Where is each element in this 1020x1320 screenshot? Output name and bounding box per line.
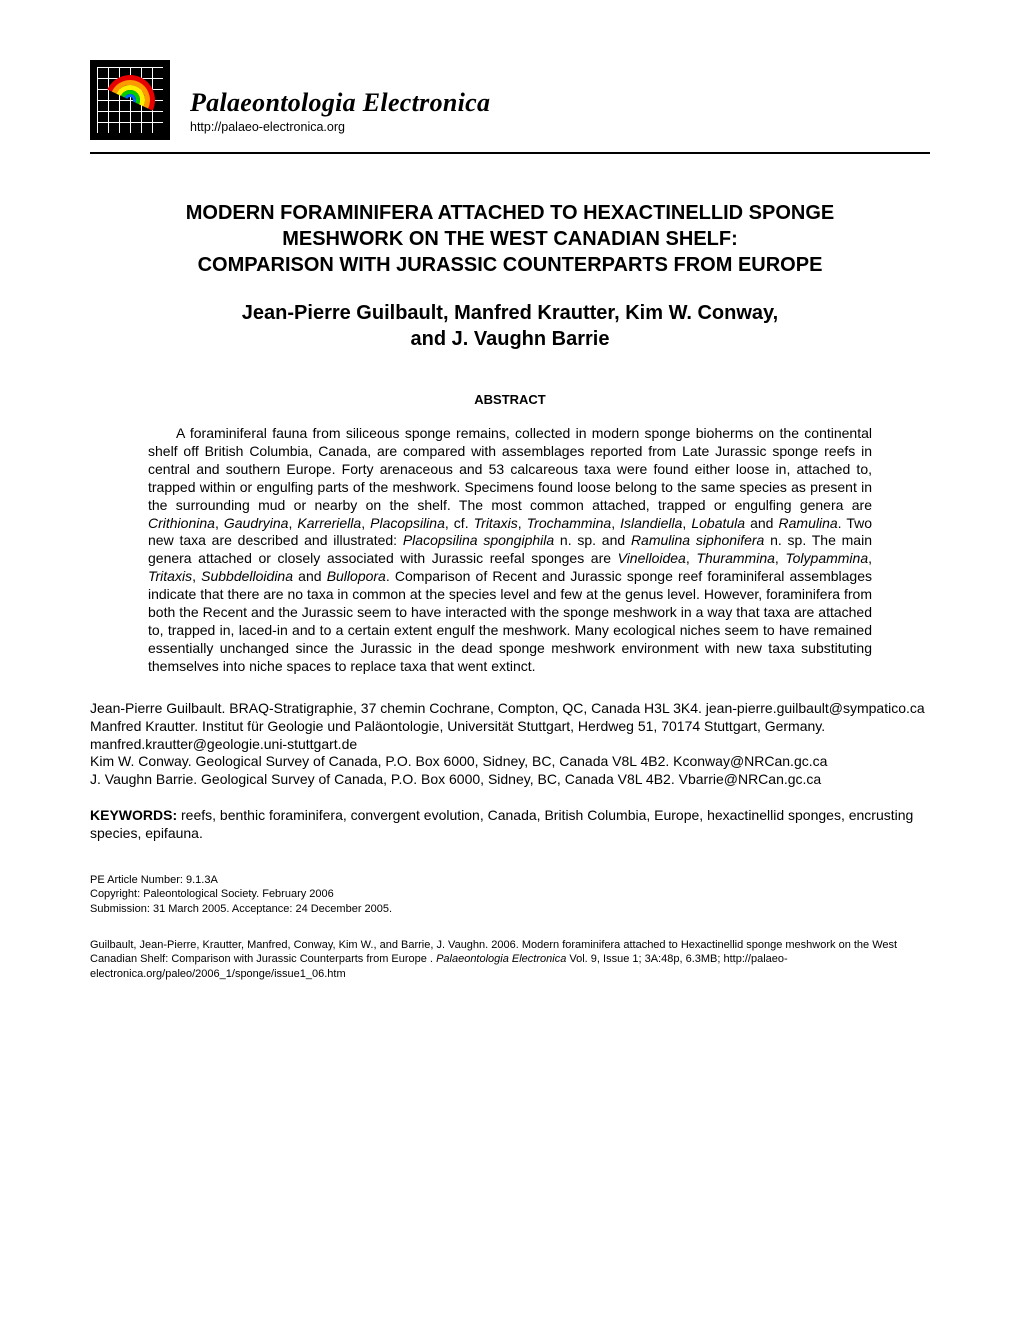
authors-line: Jean-Pierre Guilbault, Manfred Krautter,…	[90, 300, 930, 326]
taxon-name: Placopsilina spongiphila	[403, 532, 554, 548]
citation-journal: Palaeontologia Electronica	[436, 953, 566, 965]
article-meta: PE Article Number: 9.1.3A Copyright: Pal…	[90, 873, 930, 916]
affiliation: J. Vaughn Barrie. Geological Survey of C…	[90, 771, 930, 789]
author-affiliations: Jean-Pierre Guilbault. BRAQ-Stratigraphi…	[90, 700, 930, 790]
taxon-name: Bullopora	[327, 568, 386, 584]
meta-line: Submission: 31 March 2005. Acceptance: 2…	[90, 902, 930, 916]
citation-block: Guilbault, Jean-Pierre, Krautter, Manfre…	[90, 938, 930, 981]
taxon-name: Ramulina	[779, 515, 838, 531]
taxon-name: Vinelloidea	[618, 550, 686, 566]
journal-url: http://palaeo-electronica.org	[190, 120, 490, 134]
taxon-name: Crithionina	[148, 515, 215, 531]
taxon-name: Tritaxis	[148, 568, 192, 584]
taxon-name: Subbdelloidina	[201, 568, 293, 584]
taxon-name: Trochammina	[527, 515, 612, 531]
taxon-name: Tritaxis	[474, 515, 518, 531]
keywords-text: reefs, benthic foraminifera, convergent …	[90, 807, 913, 841]
title-line: MESHWORK ON THE WEST CANADIAN SHELF:	[90, 226, 930, 252]
keywords-label: KEYWORDS:	[90, 807, 177, 823]
taxon-name: Karreriella	[297, 515, 361, 531]
abstract-body: A foraminiferal fauna from siliceous spo…	[148, 425, 872, 676]
taxon-name: Tolypammina	[785, 550, 868, 566]
journal-title: Palaeontologia Electronica	[190, 88, 490, 118]
taxon-name: Thurammina	[696, 550, 775, 566]
affiliation: Kim W. Conway. Geological Survey of Cana…	[90, 753, 930, 771]
taxon-name: Placopsilina	[370, 515, 445, 531]
header-divider	[90, 152, 930, 154]
keywords-block: KEYWORDS: reefs, benthic foraminifera, c…	[90, 807, 930, 843]
meta-line: PE Article Number: 9.1.3A	[90, 873, 930, 887]
journal-header: Palaeontologia Electronica http://palaeo…	[90, 60, 930, 140]
taxon-name: Islandiella	[620, 515, 682, 531]
taxon-name: Lobatula	[691, 515, 745, 531]
meta-line: Copyright: Paleontological Society. Febr…	[90, 887, 930, 901]
affiliation: Jean-Pierre Guilbault. BRAQ-Stratigraphi…	[90, 700, 930, 718]
title-line: MODERN FORAMINIFERA ATTACHED TO HEXACTIN…	[90, 200, 930, 226]
taxon-name: Gaudryina	[224, 515, 289, 531]
taxon-name: Ramulina siphonifera	[631, 532, 764, 548]
authors-line: and J. Vaughn Barrie	[90, 326, 930, 352]
journal-logo-icon	[90, 60, 170, 140]
title-line: COMPARISON WITH JURASSIC COUNTERPARTS FR…	[90, 252, 930, 278]
abstract-text: A foraminiferal fauna from siliceous spo…	[148, 425, 872, 513]
article-title: MODERN FORAMINIFERA ATTACHED TO HEXACTIN…	[90, 200, 930, 278]
affiliation: Manfred Krautter. Institut für Geologie …	[90, 718, 930, 754]
journal-info: Palaeontologia Electronica http://palaeo…	[190, 88, 490, 140]
abstract-heading: ABSTRACT	[90, 392, 930, 407]
article-authors: Jean-Pierre Guilbault, Manfred Krautter,…	[90, 300, 930, 352]
